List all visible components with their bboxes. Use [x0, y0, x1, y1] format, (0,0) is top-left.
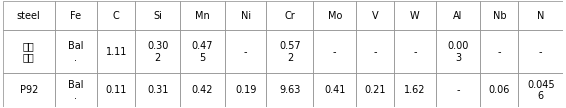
Bar	[97, 1, 135, 30]
Bar	[314, 30, 356, 73]
Bar	[225, 73, 267, 107]
Text: -: -	[498, 47, 501, 57]
Bar	[54, 1, 97, 30]
Bar	[356, 1, 394, 30]
Text: 0.30
2: 0.30 2	[147, 41, 169, 63]
Text: N: N	[537, 10, 544, 21]
Bar	[518, 1, 563, 30]
Text: Al: Al	[453, 10, 462, 21]
Text: 0.42: 0.42	[192, 85, 213, 95]
Bar	[3, 73, 54, 107]
Bar	[314, 1, 356, 30]
Text: 1.11: 1.11	[106, 47, 127, 57]
Text: P92: P92	[19, 85, 38, 95]
Text: 0.31: 0.31	[147, 85, 169, 95]
Bar	[394, 1, 435, 30]
Text: 0.06: 0.06	[488, 85, 510, 95]
Text: -: -	[539, 47, 542, 57]
Text: 0.00
3: 0.00 3	[447, 41, 469, 63]
Text: 0.47
5: 0.47 5	[192, 41, 213, 63]
Text: Cr: Cr	[285, 10, 295, 21]
Bar	[135, 1, 180, 30]
Bar	[267, 73, 314, 107]
Text: -: -	[374, 47, 377, 57]
Bar	[97, 30, 135, 73]
Text: Si: Si	[153, 10, 162, 21]
Bar	[435, 73, 481, 107]
Bar	[3, 30, 54, 73]
Text: Bal
.: Bal .	[68, 41, 84, 63]
Bar	[180, 30, 225, 73]
Text: Mo: Mo	[328, 10, 342, 21]
Text: 0.045
6: 0.045 6	[527, 80, 555, 101]
Bar	[267, 30, 314, 73]
Text: -: -	[413, 47, 417, 57]
Text: 0.21: 0.21	[365, 85, 386, 95]
Bar	[267, 1, 314, 30]
Bar	[54, 73, 97, 107]
Text: Nb: Nb	[492, 10, 506, 21]
Text: Mn: Mn	[195, 10, 210, 21]
Text: 0.57
2: 0.57 2	[279, 41, 301, 63]
Bar	[518, 73, 563, 107]
Text: 0.41: 0.41	[324, 85, 345, 95]
Bar	[481, 73, 518, 107]
Bar	[356, 30, 394, 73]
Text: 0.19: 0.19	[235, 85, 256, 95]
Bar	[481, 1, 518, 30]
Text: 0.11: 0.11	[106, 85, 127, 95]
Bar	[3, 1, 54, 30]
Text: 고탄
소강: 고탄 소강	[23, 41, 35, 63]
Bar	[54, 30, 97, 73]
Text: Fe: Fe	[70, 10, 82, 21]
Text: 1.62: 1.62	[404, 85, 426, 95]
Bar	[356, 73, 394, 107]
Bar	[518, 30, 563, 73]
Bar	[435, 30, 481, 73]
Text: Bal
.: Bal .	[68, 80, 84, 101]
Text: -: -	[456, 85, 460, 95]
Bar	[180, 1, 225, 30]
Text: C: C	[113, 10, 120, 21]
Text: W: W	[410, 10, 419, 21]
Bar	[135, 73, 180, 107]
Bar	[481, 30, 518, 73]
Bar	[225, 30, 267, 73]
Bar	[394, 30, 435, 73]
Text: -: -	[244, 47, 247, 57]
Bar	[225, 1, 267, 30]
Bar	[435, 1, 481, 30]
Bar	[135, 30, 180, 73]
Bar	[314, 73, 356, 107]
Bar	[394, 73, 435, 107]
Text: -: -	[333, 47, 337, 57]
Text: 9.63: 9.63	[279, 85, 301, 95]
Text: V: V	[372, 10, 379, 21]
Bar	[180, 73, 225, 107]
Text: steel: steel	[17, 10, 41, 21]
Text: Ni: Ni	[241, 10, 251, 21]
Bar	[97, 73, 135, 107]
